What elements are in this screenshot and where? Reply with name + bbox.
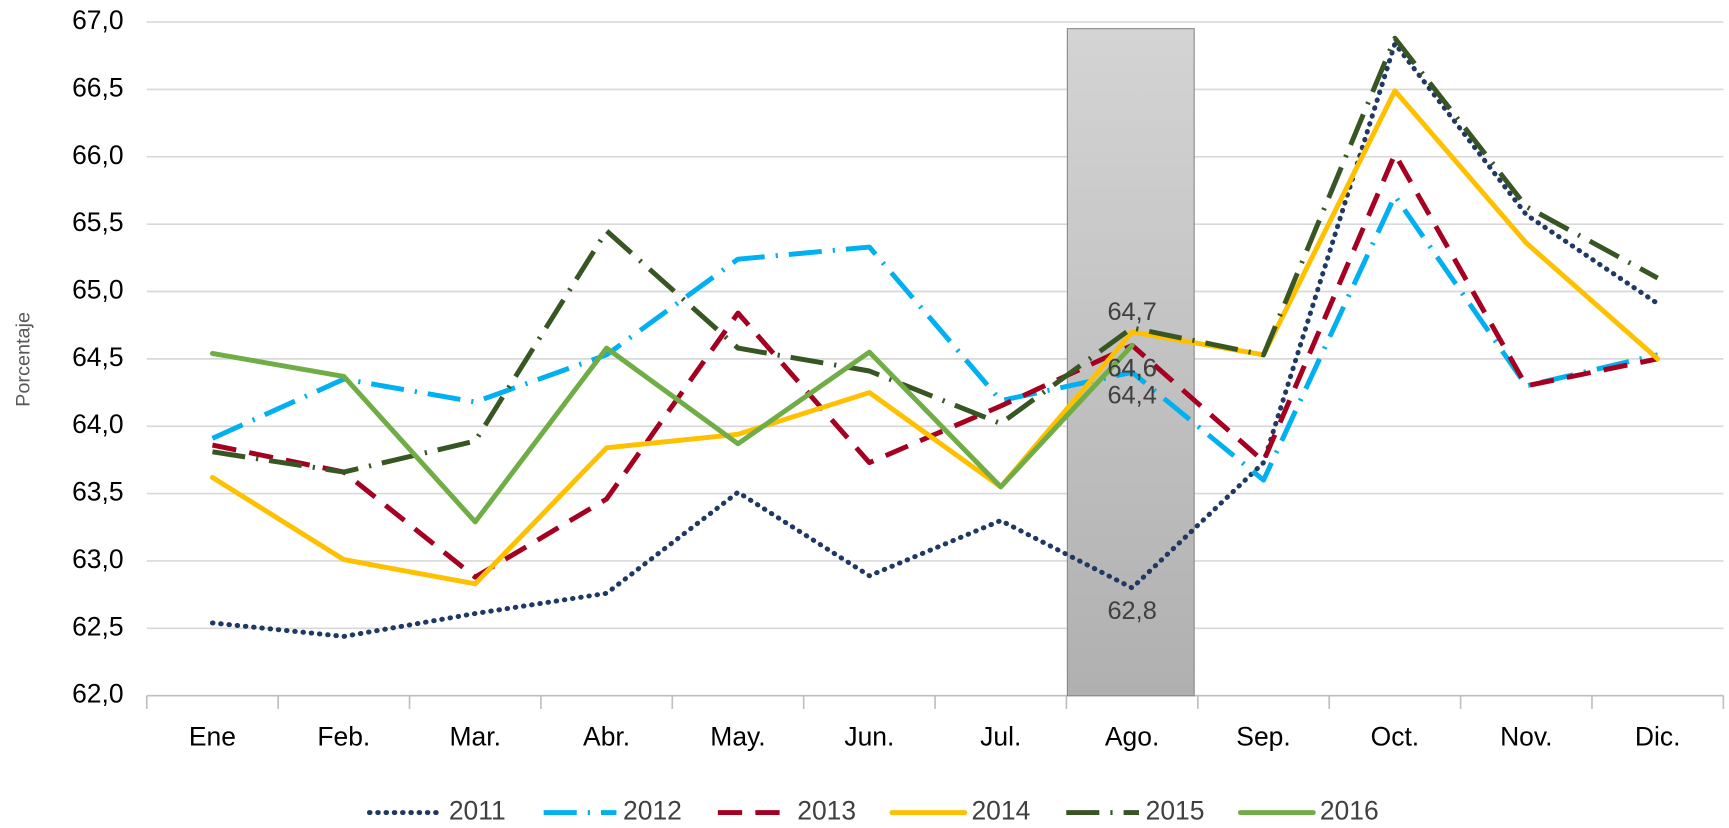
grid: 62,0 62,5 63,0 63,5 64,0 64,5 65,0 65,5 66,0 66,5… (72, 5, 1725, 752)
y-tick-label: 64,5 (72, 342, 124, 372)
y-tick-label: 65,0 (72, 274, 124, 304)
y-tick-label: 64,0 (72, 409, 124, 439)
y-tick-label: 63,0 (72, 544, 124, 574)
series-line (211, 151, 1659, 580)
x-tick-label: Dic. (1635, 722, 1681, 752)
x-tick-label: May. (710, 722, 765, 752)
x-tick-label: Sep. (1236, 722, 1290, 752)
legend-label: 2012 (623, 796, 682, 826)
x-tick-label: Ago. (1105, 722, 1159, 752)
series-line (209, 41, 1661, 639)
series-line (211, 193, 1659, 483)
lines (209, 35, 1661, 639)
x-tick-label: Abr. (583, 722, 630, 752)
legend-label: 2015 (1146, 796, 1205, 826)
data-label: 62,8 (1107, 597, 1156, 625)
y-tick-label: 65,5 (72, 207, 124, 237)
data-label: 64,6 (1107, 354, 1156, 382)
x-tick-label: Mar. (449, 722, 500, 752)
legend-label: 2014 (971, 796, 1030, 826)
data-label: 64,7 (1107, 298, 1156, 326)
legend-label: 2011 (449, 796, 506, 826)
x-tick-label: Jul. (980, 722, 1021, 752)
x-tick-label: Oct. (1371, 722, 1420, 752)
series-line (212, 35, 1659, 475)
y-tick-label: 63,5 (72, 477, 124, 507)
data-label: 64,6 (1107, 354, 1156, 382)
x-tick-label: Jun. (844, 722, 894, 752)
y-tick-label: 62,0 (72, 679, 124, 709)
highlight-band (1066, 28, 1195, 697)
x-tick-label: Feb. (317, 722, 370, 752)
y-tick-label: 66,0 (72, 140, 124, 170)
y-axis-label: Porcentaje (13, 312, 35, 407)
y-tick-label: 66,5 (72, 72, 124, 102)
data-label: 64,4 (1107, 381, 1156, 409)
x-tick-label: Nov. (1500, 722, 1552, 752)
x-tick-label: Ene (189, 722, 236, 752)
legend-label: 2013 (797, 796, 856, 826)
y-tick-label: 67,0 (72, 5, 124, 35)
series-line (209, 342, 1135, 525)
y-tick-label: 62,5 (72, 611, 124, 641)
legend-label: 2016 (1320, 796, 1379, 826)
series-line (209, 88, 1661, 587)
